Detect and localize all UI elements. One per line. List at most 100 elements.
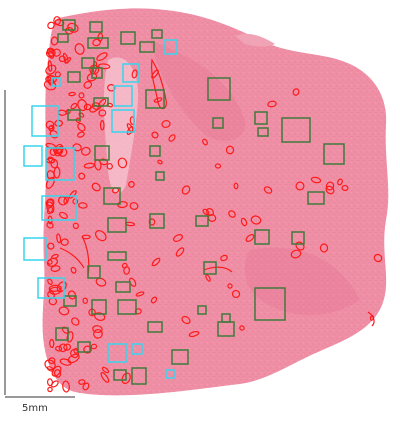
- gland-outline: [121, 262, 128, 269]
- gland-outline: [161, 120, 171, 128]
- gland-outline: [188, 330, 200, 338]
- gland-outline: [97, 98, 107, 108]
- green-bounding-box: [107, 217, 127, 233]
- gland-outline: [292, 88, 300, 96]
- gland-outline: [290, 249, 302, 259]
- gland-outline: [44, 359, 56, 371]
- gland-outline: [173, 234, 183, 242]
- tissue-flap: [235, 33, 275, 47]
- cyan-bounding-box: [41, 195, 77, 221]
- gland-outline: [263, 186, 273, 194]
- gland-outline: [70, 266, 77, 274]
- green-bounding-box: [81, 57, 95, 69]
- gland-outline: [175, 247, 185, 257]
- gland-outline: [98, 109, 107, 117]
- gland-outline: [47, 60, 53, 72]
- gland-outline: [117, 201, 128, 209]
- green-bounding-box: [107, 251, 127, 261]
- gland-outline: [148, 218, 156, 226]
- gland-outline: [129, 202, 139, 210]
- gland-outline: [233, 182, 239, 190]
- gland-outline: [367, 311, 375, 327]
- cyan-bounding-box: [23, 237, 47, 261]
- green-bounding-box: [117, 299, 137, 315]
- green-bounding-box: [212, 117, 224, 129]
- gland-outline: [53, 16, 61, 26]
- gland-outline: [245, 234, 255, 242]
- green-bounding-box: [195, 215, 209, 227]
- gland-outline: [93, 329, 103, 339]
- gland-outline: [48, 124, 55, 132]
- gland-outline: [58, 306, 70, 316]
- green-bounding-box: [91, 299, 107, 315]
- gland-outline: [47, 242, 55, 250]
- green-bounding-box: [94, 145, 110, 161]
- gland-outline: [92, 325, 103, 333]
- gland-outline: [45, 75, 57, 84]
- gland-outline: [62, 380, 70, 393]
- gland-outline: [239, 325, 245, 331]
- gland-outline: [83, 162, 95, 169]
- green-bounding-box: [203, 261, 217, 275]
- green-bounding-box: [323, 143, 345, 165]
- green-bounding-box: [89, 21, 103, 33]
- gland-outline: [157, 159, 163, 165]
- gland-outline: [72, 143, 82, 152]
- cyan-bounding-box: [131, 343, 143, 355]
- gland-outline: [181, 315, 191, 325]
- gland-outline: [53, 143, 64, 157]
- tissue-dark-band: [244, 247, 360, 315]
- gland-outline: [151, 69, 159, 79]
- gland-outline: [45, 120, 55, 130]
- green-bounding-box: [147, 321, 163, 333]
- gland-outline: [58, 55, 66, 63]
- green-box-annotations: [55, 19, 345, 385]
- cyan-box-annotations: [23, 39, 178, 379]
- green-bounding-box: [113, 369, 127, 381]
- green-bounding-box: [87, 265, 101, 279]
- green-bounding-box: [67, 109, 81, 121]
- green-bounding-box: [63, 295, 77, 307]
- green-bounding-box: [139, 41, 155, 53]
- gland-outline: [54, 71, 61, 78]
- gland-outline: [74, 43, 85, 55]
- gland-outline: [240, 217, 248, 227]
- green-bounding-box: [221, 313, 231, 323]
- gland-outline: [89, 64, 100, 75]
- gland-outline: [83, 345, 92, 354]
- gland-outline: [78, 172, 86, 180]
- gland-outline: [106, 102, 114, 108]
- green-bounding-box: [93, 97, 109, 107]
- gland-outline: [78, 92, 85, 99]
- gland-outline: [77, 122, 86, 132]
- gland-outline: [82, 382, 90, 391]
- gland-outline: [341, 184, 349, 192]
- green-bounding-box: [91, 67, 103, 79]
- green-bounding-box: [131, 367, 147, 385]
- gland-outline: [337, 178, 343, 186]
- gland-outline: [131, 69, 138, 79]
- gland-outline: [68, 91, 76, 97]
- green-bounding-box: [115, 281, 131, 293]
- green-bounding-box: [149, 145, 161, 157]
- cyan-bounding-box: [31, 105, 59, 137]
- gland-outline: [63, 343, 72, 351]
- cyan-bounding-box: [111, 109, 135, 133]
- gland-outline: [267, 100, 277, 108]
- gland-outline: [205, 274, 211, 282]
- gland-outline: [150, 296, 158, 304]
- gland-outline: [228, 210, 236, 218]
- gland-outline: [50, 265, 61, 272]
- scale-bar-label: 5mm: [22, 403, 48, 414]
- gland-outline: [46, 199, 54, 207]
- gland-outline: [58, 211, 68, 219]
- gland-outline: [46, 201, 55, 214]
- gland-outline: [151, 131, 159, 139]
- green-bounding-box: [254, 287, 286, 321]
- green-bounding-box: [257, 127, 269, 137]
- gland-outline: [202, 138, 208, 146]
- cyan-bounding-box: [45, 147, 75, 181]
- gland-outline: [56, 233, 62, 244]
- gland-outline: [151, 257, 161, 267]
- gland-outline: [227, 283, 233, 289]
